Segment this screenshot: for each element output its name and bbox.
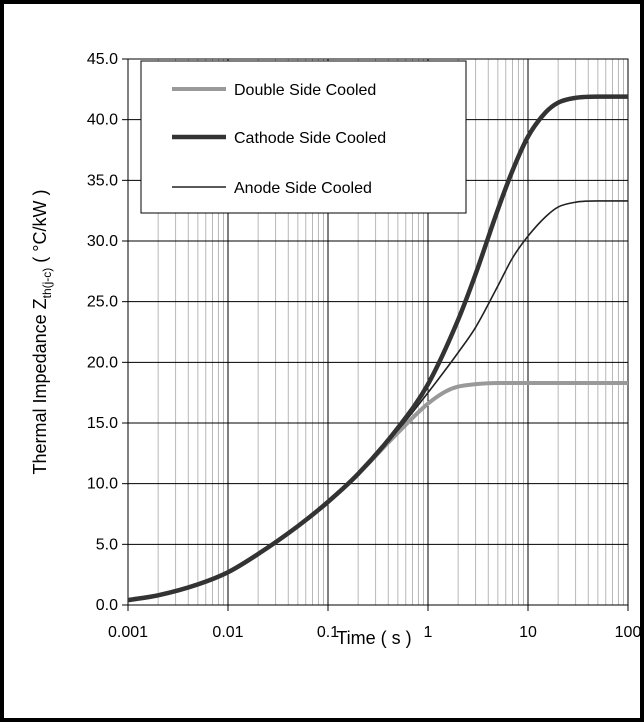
y-tick-label: 35.0 [87, 172, 118, 189]
plot-border [127, 58, 629, 606]
legend-label: Cathode Side Cooled [234, 130, 386, 147]
legend-label: Double Side Cooled [234, 82, 376, 99]
x-tick-label: 1 [424, 624, 433, 641]
series-line-cathode-side-cooled [128, 94, 628, 603]
x-tick-label: 100 [615, 624, 640, 641]
x-axis-label: Time ( s ) [336, 628, 411, 648]
x-tick-label: 0.1 [317, 624, 339, 641]
y-axis-label-main: Thermal Impedance Z [30, 298, 50, 474]
y-tick-label: 25.0 [87, 294, 118, 311]
x-axis-ticks: 0.001 0.01 0.1 1 10 100 [108, 605, 640, 641]
y-tick-label: 5.0 [96, 536, 118, 553]
y-axis-label: Thermal Impedance Zth(j-c) ( °C/kW ) [30, 190, 54, 475]
legend-label: Anode Side Cooled [234, 180, 372, 197]
y-tick-label: 0.0 [96, 597, 118, 614]
y-tick-label: 15.0 [87, 415, 118, 432]
y-tick-label: 20.0 [87, 354, 118, 371]
legend: Double Side Cooled Cathode Side Cooled Ano… [140, 60, 467, 214]
y-tick-label: 10.0 [87, 476, 118, 493]
y-axis-label-unit: ( °C/kW ) [30, 190, 50, 268]
series-lines [128, 94, 628, 603]
thermal-impedance-chart: 0.001 0.01 0.1 1 10 100 0.0 5.0 10.0 15.0 20.0 25.… [30, 51, 640, 648]
y-axis-label-sub: th(j-c) [40, 268, 54, 299]
y-axis-ticks: 0.0 5.0 10.0 15.0 20.0 25.0 30.0 35.0 40.0 45.0 [87, 51, 128, 614]
y-tick-label: 30.0 [87, 233, 118, 250]
y-tick-label: 40.0 [87, 112, 118, 129]
x-tick-label: 10 [519, 624, 537, 641]
y-tick-label: 45.0 [87, 51, 118, 68]
x-tick-label: 0.01 [212, 624, 243, 641]
x-tick-label: 0.001 [108, 624, 148, 641]
